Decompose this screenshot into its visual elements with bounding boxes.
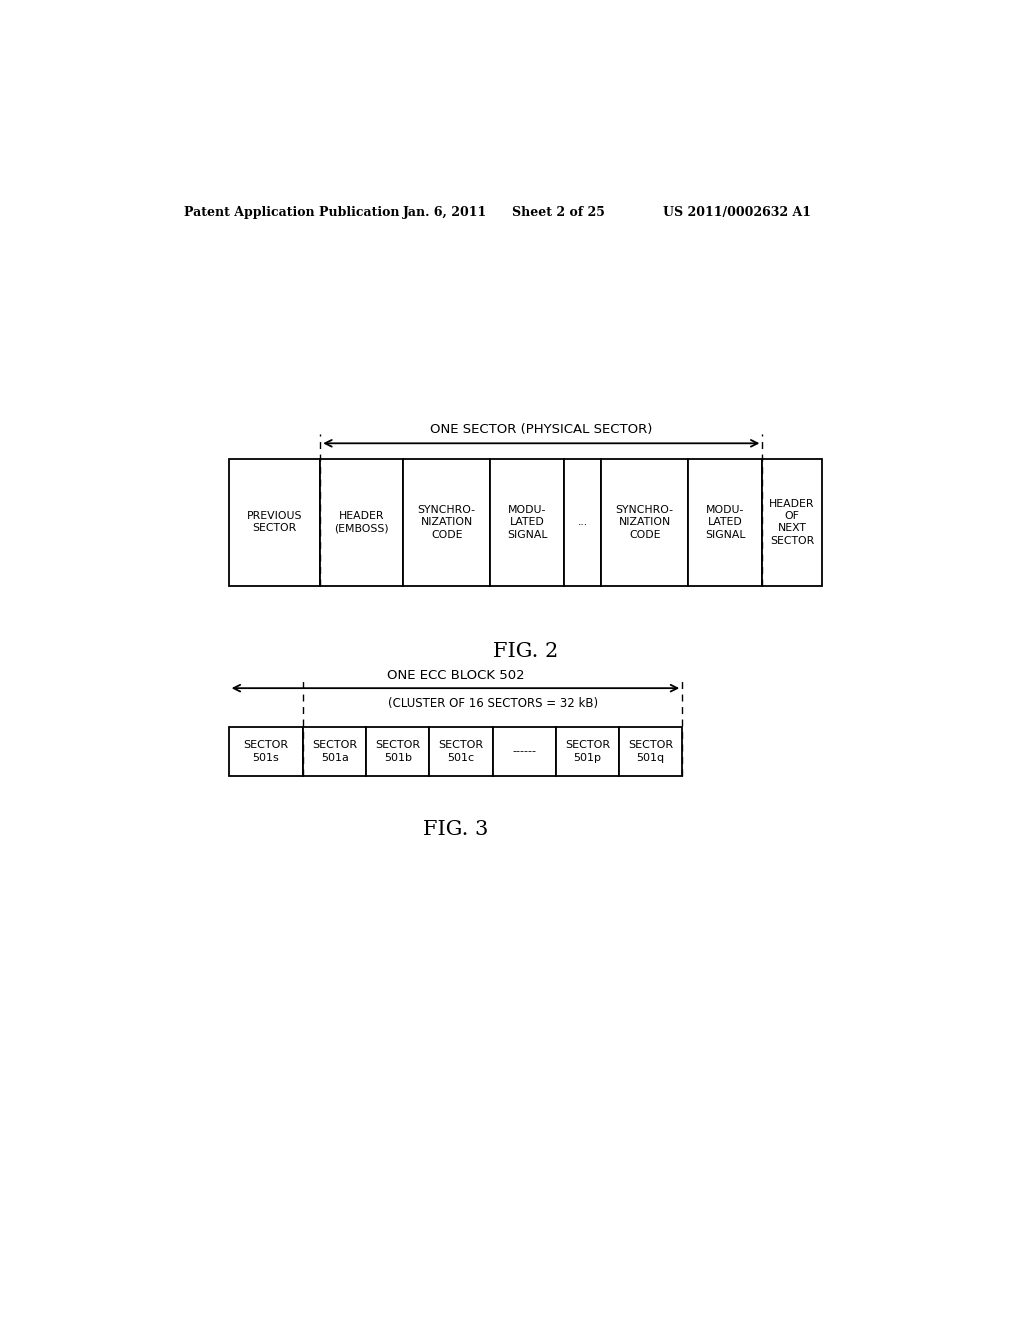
Bar: [601, 459, 688, 586]
Bar: [228, 459, 321, 586]
Bar: [367, 726, 429, 776]
Text: SECTOR
501s: SECTOR 501s: [244, 741, 289, 763]
Bar: [429, 726, 493, 776]
Text: (CLUSTER OF 16 SECTORS = 32 kB): (CLUSTER OF 16 SECTORS = 32 kB): [387, 697, 598, 710]
Text: PREVIOUS
SECTOR: PREVIOUS SECTOR: [247, 511, 302, 533]
Text: SECTOR
501a: SECTOR 501a: [312, 741, 357, 763]
Text: SYNCHRO-
NIZATION
CODE: SYNCHRO- NIZATION CODE: [615, 504, 674, 540]
Text: ONE ECC BLOCK 502: ONE ECC BLOCK 502: [387, 669, 524, 682]
Text: ONE SECTOR (PHYSICAL SECTOR): ONE SECTOR (PHYSICAL SECTOR): [430, 422, 652, 436]
Bar: [403, 459, 490, 586]
Text: Patent Application Publication: Patent Application Publication: [183, 206, 399, 219]
Bar: [228, 726, 303, 776]
Text: SECTOR
501c: SECTOR 501c: [438, 741, 483, 763]
Text: ------: ------: [512, 746, 537, 756]
Bar: [618, 726, 682, 776]
Text: FIG. 2: FIG. 2: [493, 642, 558, 661]
Bar: [688, 459, 762, 586]
Text: SECTOR
501p: SECTOR 501p: [565, 741, 610, 763]
Text: SYNCHRO-
NIZATION
CODE: SYNCHRO- NIZATION CODE: [418, 504, 476, 540]
Text: Jan. 6, 2011: Jan. 6, 2011: [403, 206, 487, 219]
Text: FIG. 3: FIG. 3: [423, 820, 488, 840]
Text: HEADER
OF
NEXT
SECTOR: HEADER OF NEXT SECTOR: [769, 499, 815, 546]
Bar: [490, 459, 564, 586]
Text: ...: ...: [578, 517, 588, 527]
Bar: [762, 459, 821, 586]
Bar: [321, 459, 403, 586]
Bar: [303, 726, 367, 776]
Bar: [493, 726, 556, 776]
Text: SECTOR
501b: SECTOR 501b: [375, 741, 421, 763]
Text: MODU-
LATED
SIGNAL: MODU- LATED SIGNAL: [507, 504, 548, 540]
Text: HEADER
(EMBOSS): HEADER (EMBOSS): [335, 511, 389, 533]
Text: Sheet 2 of 25: Sheet 2 of 25: [512, 206, 604, 219]
Bar: [556, 726, 618, 776]
Text: US 2011/0002632 A1: US 2011/0002632 A1: [663, 206, 811, 219]
Text: SECTOR
501q: SECTOR 501q: [628, 741, 673, 763]
Bar: [564, 459, 601, 586]
Text: MODU-
LATED
SIGNAL: MODU- LATED SIGNAL: [706, 504, 745, 540]
